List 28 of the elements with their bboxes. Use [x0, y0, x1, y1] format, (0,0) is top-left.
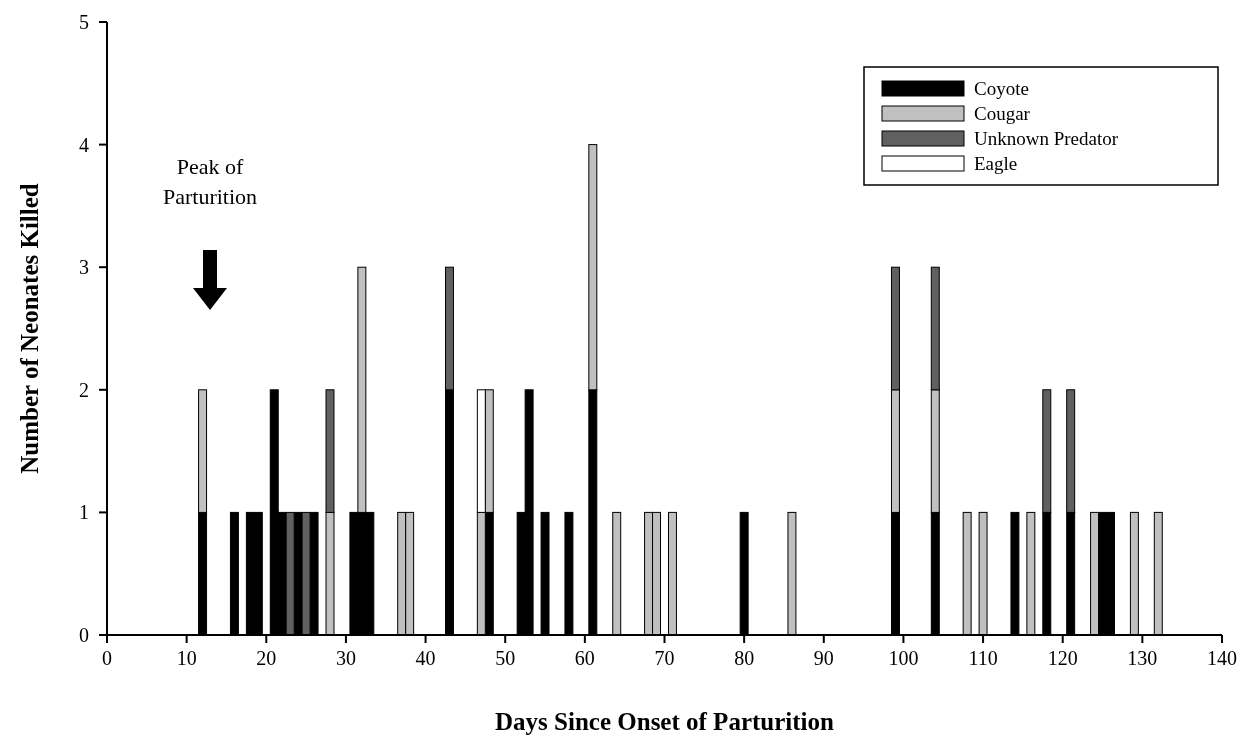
x-tick-label: 0: [102, 647, 112, 669]
y-tick-label: 0: [79, 624, 89, 646]
annotation: Peak of Parturition: [162, 154, 258, 209]
legend-label: Cougar: [974, 103, 1031, 124]
x-tick-label: 30: [335, 647, 356, 669]
x-tick-label: 50: [495, 647, 516, 669]
x-tick-label: 120: [1047, 647, 1078, 669]
y-tick-label: 5: [79, 11, 89, 33]
y-tick-label: 4: [79, 133, 89, 156]
y-axis-title: Number of Neonates Killed: [16, 183, 43, 474]
x-tick-label: 130: [1127, 647, 1158, 669]
x-tick-label: 70: [654, 647, 675, 669]
x-tick-label: 40: [415, 647, 436, 669]
y-tick-label: 2: [79, 378, 89, 401]
x-tick-label: 10: [176, 647, 197, 669]
x-tick-label: 20: [256, 647, 277, 669]
y-tick-label: 1: [79, 501, 89, 524]
x-tick-label: 90: [813, 647, 834, 669]
x-tick-label: 100: [888, 647, 919, 669]
legend-label: Coyote: [974, 78, 1029, 99]
x-tick-label: 110: [968, 647, 998, 669]
x-tick-label: 60: [574, 647, 595, 669]
x-tick-label: 80: [734, 647, 755, 669]
legend-label: Eagle: [974, 153, 1018, 174]
x-tick-label: 140: [1207, 647, 1237, 669]
legend-label: Unknown Predator: [974, 128, 1119, 149]
y-tick-label: 3: [79, 256, 89, 279]
x-axis-title: Days Since Onset of Parturition: [495, 708, 835, 735]
